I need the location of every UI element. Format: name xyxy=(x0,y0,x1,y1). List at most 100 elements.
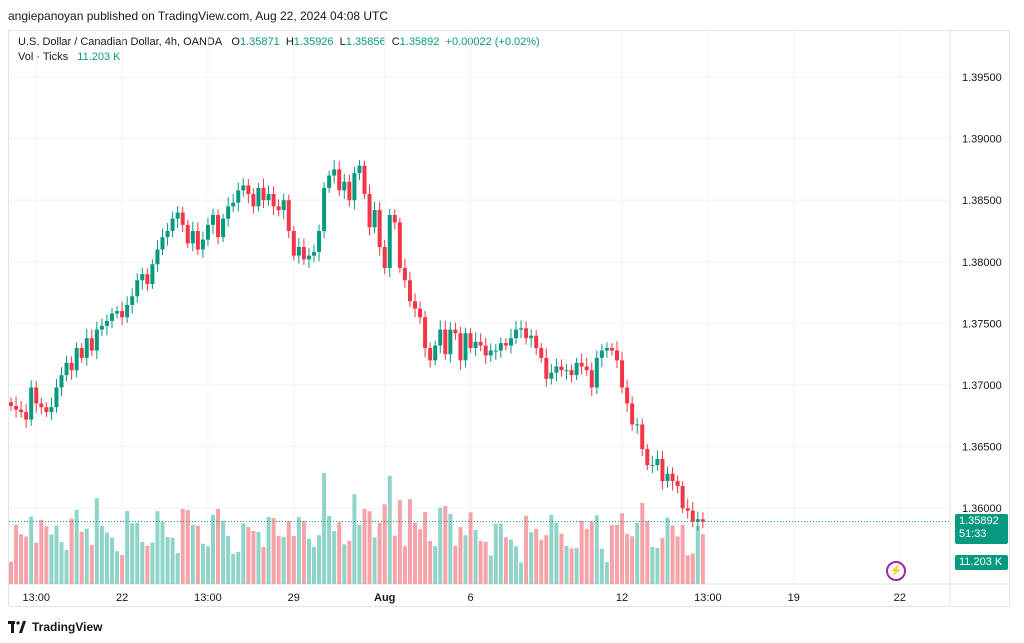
volume-bar xyxy=(19,534,24,584)
candle-body xyxy=(609,348,614,351)
candle-body xyxy=(665,473,670,482)
volume-bar xyxy=(554,523,559,584)
volume-bar xyxy=(367,511,372,584)
candle-body xyxy=(120,311,125,318)
volume-bar xyxy=(564,546,569,584)
close-label: C xyxy=(391,36,400,48)
volume-bar xyxy=(488,555,493,584)
candle-body xyxy=(418,308,423,318)
candle-body xyxy=(675,481,680,487)
candle-body xyxy=(569,370,574,376)
candle-body xyxy=(392,214,397,223)
candle-body xyxy=(301,247,306,260)
candle-body xyxy=(660,458,665,482)
volume-bar xyxy=(64,550,69,584)
candle-body xyxy=(74,348,79,371)
volume-bar xyxy=(387,475,392,584)
candle-body xyxy=(165,231,170,238)
volume-bar xyxy=(392,535,397,584)
candle-body xyxy=(9,402,13,406)
countdown-value: 51:33 xyxy=(959,528,987,540)
candle-body xyxy=(685,508,690,511)
volume-bar xyxy=(34,542,39,584)
candle-body xyxy=(352,173,357,201)
candle-body xyxy=(549,372,554,379)
y-tick-label: 1.38000 xyxy=(962,257,1002,269)
volume-bar xyxy=(630,536,635,584)
candle-body xyxy=(625,387,630,404)
volume-bar xyxy=(44,526,49,584)
volume-bar xyxy=(271,518,276,584)
volume-bar xyxy=(534,529,539,584)
candle-body xyxy=(332,169,337,176)
x-tick-label: 13:00 xyxy=(694,592,722,604)
candle-body xyxy=(342,181,347,191)
x-tick-label: 13:00 xyxy=(22,592,50,604)
volume-bar xyxy=(94,498,99,584)
volume-bar xyxy=(549,515,554,584)
volume-bar xyxy=(463,535,468,584)
candle-body xyxy=(14,405,19,410)
tradingview-logo-icon xyxy=(8,621,26,633)
volume-bar xyxy=(226,536,231,584)
candle-body xyxy=(362,165,367,195)
volume-bar xyxy=(402,546,407,584)
candle-body xyxy=(620,360,625,388)
volume-bar xyxy=(261,547,266,584)
volume-bar xyxy=(155,511,160,584)
volume-bar xyxy=(615,524,619,584)
volume-bar xyxy=(357,524,362,584)
candle-body xyxy=(125,304,130,318)
candle-body xyxy=(377,210,382,248)
volume-bar xyxy=(89,545,94,584)
candle-body xyxy=(155,249,160,265)
volume-bar xyxy=(423,512,428,584)
volume-bar xyxy=(337,522,342,584)
volume-bar xyxy=(589,521,594,584)
volume-bar xyxy=(301,521,306,584)
candle-body xyxy=(564,370,569,372)
volume-bar xyxy=(458,527,463,584)
volume-bar xyxy=(514,546,518,584)
volume-bar xyxy=(104,532,109,584)
volume-bar xyxy=(145,545,150,584)
x-tick-label: 29 xyxy=(288,592,300,604)
volume-bar xyxy=(246,527,251,584)
volume-bar xyxy=(478,540,483,584)
volume-bar xyxy=(69,518,74,584)
candle-body xyxy=(423,317,428,349)
low-label: L xyxy=(339,36,346,48)
volume-bar xyxy=(266,517,271,584)
candle-body xyxy=(635,424,640,426)
symbol-title[interactable]: U.S. Dollar / Canadian Dollar, 4h, OANDA xyxy=(18,36,223,48)
candle-body xyxy=(397,222,402,268)
volume-bar xyxy=(74,509,79,584)
volume-bar xyxy=(503,537,508,584)
candle-body xyxy=(584,366,589,371)
candle-body xyxy=(211,214,215,225)
volume-bar xyxy=(256,532,261,584)
candle-body xyxy=(347,181,352,201)
x-tick-label: 6 xyxy=(467,592,473,604)
volume-label[interactable]: Vol · Ticks xyxy=(18,51,69,63)
lightning-icon[interactable]: ⚡ xyxy=(886,561,906,581)
candle-body xyxy=(579,362,584,367)
candle-body xyxy=(463,333,468,361)
candle-body xyxy=(59,375,64,388)
candle-body xyxy=(286,200,291,231)
candle-body xyxy=(104,320,109,326)
candle-body xyxy=(680,486,685,509)
volume-bar xyxy=(483,541,488,584)
price-badge-value: 1.35892 xyxy=(959,515,999,527)
candle-body xyxy=(195,231,200,250)
candle-body xyxy=(115,311,120,314)
volume-bar xyxy=(438,507,443,584)
open-label: O xyxy=(231,36,240,48)
candle-body xyxy=(630,403,635,425)
volume-bar xyxy=(695,526,700,584)
candle-body xyxy=(554,366,559,373)
candle-body xyxy=(428,348,433,361)
candle-body xyxy=(94,329,99,351)
candle-body xyxy=(544,357,549,379)
